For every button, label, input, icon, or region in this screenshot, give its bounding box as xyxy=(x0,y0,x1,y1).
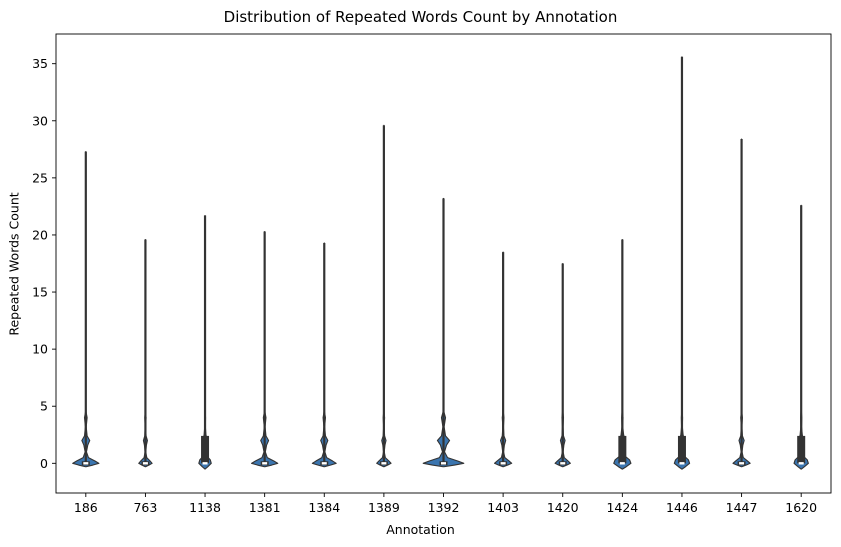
violin-186 xyxy=(72,151,100,468)
x-axis-label: Annotation xyxy=(386,522,455,537)
y-axis-label: Repeated Words Count xyxy=(6,192,22,336)
x-tick-label: 1381 xyxy=(249,500,281,515)
violin-1389 xyxy=(376,124,392,468)
violin-iqr-box xyxy=(618,435,627,464)
x-tick-label: 1424 xyxy=(606,500,638,515)
violin-median xyxy=(441,462,446,465)
violin-iqr-box xyxy=(677,435,686,464)
violin-median xyxy=(560,462,566,465)
violin-median xyxy=(142,462,148,465)
x-tick-label: 763 xyxy=(133,500,157,515)
x-tick-label: 1446 xyxy=(666,500,698,515)
x-tick-label: 1620 xyxy=(785,500,817,515)
violin-1446 xyxy=(673,56,691,470)
y-tick-label: 35 xyxy=(32,56,48,71)
violin-median xyxy=(619,462,625,465)
violin-median xyxy=(202,462,208,465)
violin-iqr-box xyxy=(797,435,806,464)
y-tick-label: 0 xyxy=(40,456,48,471)
violin-763 xyxy=(138,238,153,468)
x-tick-label: 186 xyxy=(74,500,98,515)
x-tick-label: 1447 xyxy=(726,500,758,515)
violin-iqr-box xyxy=(201,435,210,464)
y-tick-label: 5 xyxy=(40,399,48,414)
y-axis: 0 5 10 15 20 25 30 35 xyxy=(32,56,56,471)
chart-title: Distribution of Repeated Words Count by … xyxy=(223,8,618,26)
violin-median xyxy=(262,462,268,465)
violin-median xyxy=(500,462,506,465)
violin-1424 xyxy=(613,238,632,470)
y-tick-label: 15 xyxy=(32,285,48,300)
y-tick-label: 30 xyxy=(32,113,48,128)
violin-1620 xyxy=(793,204,809,470)
violin-1403 xyxy=(493,251,513,468)
violin-1138 xyxy=(198,214,212,470)
x-axis: 186 763 1138 1381 1384 1389 1392 1403 1420 1424 14… xyxy=(74,493,817,515)
violin-median xyxy=(679,462,685,465)
x-tick-label: 1420 xyxy=(547,500,579,515)
violin-1384 xyxy=(311,242,337,468)
y-tick-label: 25 xyxy=(32,170,48,185)
violin-1420 xyxy=(554,262,571,468)
violin-median xyxy=(798,462,804,465)
violin-median xyxy=(381,462,387,465)
violin-median xyxy=(321,462,327,465)
x-tick-label: 1384 xyxy=(308,500,340,515)
violin-1447 xyxy=(732,138,751,468)
x-tick-label: 1389 xyxy=(368,500,400,515)
x-tick-label: 1138 xyxy=(189,500,221,515)
y-tick-label: 20 xyxy=(32,227,48,242)
violin-1381 xyxy=(250,230,279,468)
violins xyxy=(72,56,809,470)
x-tick-label: 1392 xyxy=(428,500,460,515)
violin-1392 xyxy=(422,197,465,468)
violin-median xyxy=(83,462,89,465)
x-tick-label: 1403 xyxy=(487,500,519,515)
violin-median xyxy=(739,462,745,465)
y-tick-label: 10 xyxy=(32,342,48,357)
